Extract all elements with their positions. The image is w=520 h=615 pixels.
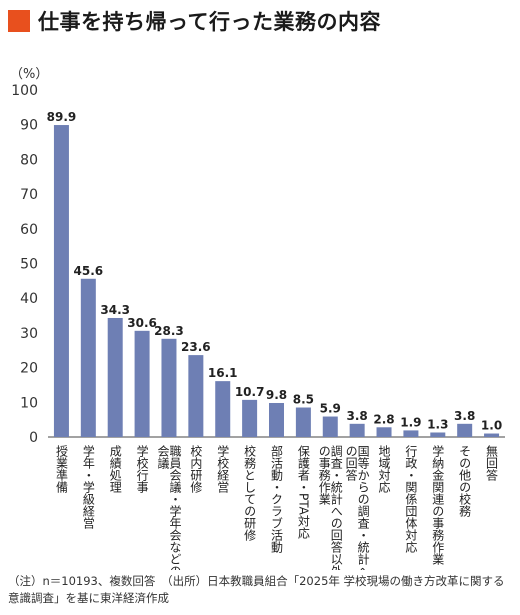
x-tick-label-line: 校務としての研修 (243, 444, 257, 541)
bar (215, 381, 231, 437)
x-tick-label-line: 学年・学級経営 (81, 444, 95, 530)
x-tick-label-line: 校内研修 (189, 444, 203, 493)
x-tick-label: 保護者・PTA対応 (296, 445, 310, 540)
y-tick-label: 40 (20, 291, 38, 307)
bar (376, 427, 392, 437)
bar-value-label: 34.3 (100, 303, 130, 317)
x-tick-label: その他の校務 (458, 445, 472, 518)
bar-value-label: 3.8 (454, 409, 475, 423)
bar (161, 338, 177, 437)
title-marker (8, 10, 30, 32)
bar-value-label: 10.7 (235, 385, 265, 399)
bar-value-label: 89.9 (47, 110, 77, 124)
bar (53, 125, 69, 437)
x-tick-label: 学納金関連の事務作業 (431, 444, 445, 565)
x-tick-label-line: 授業準備 (54, 444, 68, 494)
bar (269, 402, 284, 437)
y-tick-label: 60 (20, 222, 38, 238)
x-tick-label-line: 無回答 (485, 444, 499, 482)
chart-title: 仕事を持ち帰って行った業務の内容 (8, 8, 381, 34)
bar (134, 330, 150, 437)
bar-value-label: 9.8 (266, 388, 287, 402)
x-tick-label: 無回答 (485, 444, 499, 482)
x-tick-label-line: 会議 (156, 445, 170, 469)
bar-value-label: 16.1 (208, 366, 238, 380)
x-tick-label: 国等からの調査・統計への回答 (344, 445, 370, 570)
bar-value-label: 1.0 (481, 419, 502, 433)
bar (457, 423, 473, 437)
x-tick-label-line: 成績処理 (108, 445, 122, 493)
x-tick-label-line: 学納金関連の事務作業 (431, 444, 445, 565)
footnote: （注）n＝10193、複数回答 （出所）日本教職員組合「2025年 学校現場の働… (8, 574, 505, 605)
x-tick-label-line: の回答 (344, 445, 358, 482)
x-tick-label: 校内研修 (189, 444, 203, 493)
bar (295, 407, 311, 437)
bar (107, 317, 123, 437)
bar-value-label: 30.6 (127, 316, 157, 330)
x-tick-label: 学年・学級経営 (81, 444, 95, 530)
x-tick-label: 校務としての研修 (243, 444, 257, 541)
bar-value-label: 1.3 (427, 417, 448, 431)
bar-value-label: 28.3 (154, 324, 184, 338)
x-tick-label: 地域対応 (377, 445, 391, 494)
bar-value-label: 5.9 (320, 402, 341, 416)
y-tick-label: 50 (20, 257, 38, 273)
x-tick-label-line: その他の校務 (458, 445, 472, 518)
x-tick-label-line: 職員会議・学年会などの (168, 445, 182, 570)
bar-value-label: 45.6 (74, 264, 104, 278)
y-tick-label: 0 (29, 430, 38, 446)
bar (403, 430, 419, 437)
bar-value-label: 8.5 (293, 393, 314, 407)
title-text: 仕事を持ち帰って行った業務の内容 (38, 10, 381, 34)
x-tick-label: 成績処理 (108, 445, 122, 493)
x-tick-label-line: 行政・関係団体対応 (404, 445, 418, 554)
x-tick-label-line: 保護者・PTA対応 (296, 445, 310, 540)
x-tick-label-line: 調査・統計への回答以外 (329, 445, 343, 570)
bar (242, 399, 258, 437)
y-tick-label: 10 (20, 395, 38, 411)
x-tick-label: 学校行事 (135, 444, 149, 493)
y-tick-label: 80 (20, 152, 38, 168)
y-tick-label: 30 (20, 326, 38, 342)
bar-value-label: 2.8 (373, 412, 394, 426)
x-tick-label-line: の事務作業 (317, 445, 331, 505)
bar-value-label: 23.6 (181, 340, 211, 354)
x-tick-label: 行政・関係団体対応 (404, 445, 418, 554)
x-tick-label-line: 学校経営 (216, 444, 230, 494)
bar-chart: （%） 0 10 20 30 40 50 60 70 80 90 100 89.9 授業準備 45.6 学年・… (10, 67, 505, 570)
x-tick-label-line: 国等からの調査・統計へ (356, 445, 370, 570)
bar-value-label: 1.9 (400, 415, 421, 429)
y-tick-label: 70 (20, 187, 38, 203)
x-tick-label-line: 地域対応 (377, 445, 391, 494)
bar (484, 433, 500, 437)
x-tick-label: 学校経営 (216, 444, 230, 494)
y-tick-label: 90 (20, 118, 38, 134)
bar (349, 423, 365, 437)
y-unit-label: （%） (10, 67, 48, 82)
x-tick-label: 授業準備 (54, 444, 68, 494)
bar (80, 278, 96, 437)
y-tick-label: 100 (11, 83, 38, 99)
bar-value-label: 3.8 (347, 409, 368, 423)
bar (322, 416, 338, 437)
x-tick-label-line: 学校行事 (135, 444, 149, 493)
bar (430, 432, 446, 437)
y-tick-label: 20 (20, 361, 38, 377)
x-tick-label: 部活動・クラブ活動 (270, 444, 284, 553)
x-tick-label-line: 部活動・クラブ活動 (270, 444, 284, 553)
bar (188, 355, 204, 437)
